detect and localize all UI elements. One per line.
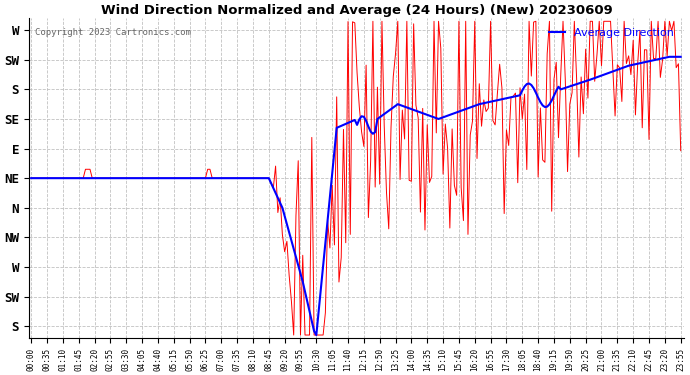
Text: Copyright 2023 Cartronics.com: Copyright 2023 Cartronics.com (35, 28, 191, 37)
Legend: Average Direction: Average Direction (544, 24, 678, 43)
Title: Wind Direction Normalized and Average (24 Hours) (New) 20230609: Wind Direction Normalized and Average (2… (101, 4, 612, 17)
